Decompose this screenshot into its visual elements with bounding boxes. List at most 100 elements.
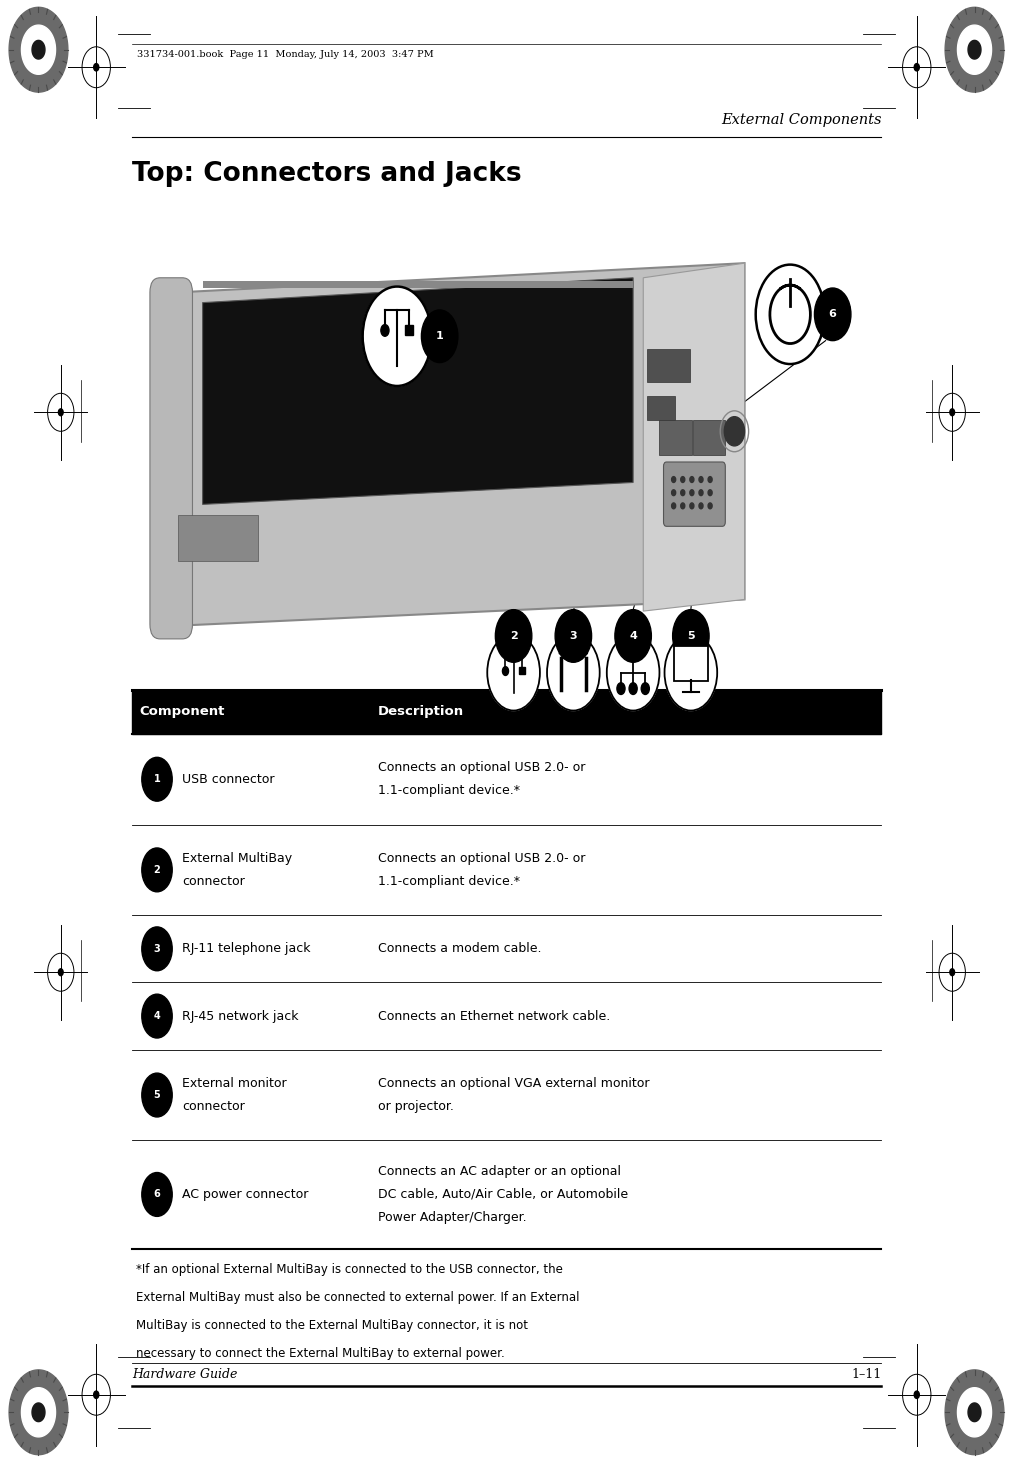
- Circle shape: [142, 1173, 172, 1216]
- FancyBboxPatch shape: [519, 667, 525, 674]
- Text: USB connector: USB connector: [182, 773, 275, 785]
- Text: RJ-11 telephone jack: RJ-11 telephone jack: [182, 943, 311, 955]
- Circle shape: [672, 490, 676, 496]
- Text: 6: 6: [829, 310, 837, 319]
- Circle shape: [142, 994, 172, 1038]
- Circle shape: [681, 490, 685, 496]
- Circle shape: [142, 927, 172, 971]
- Polygon shape: [957, 25, 992, 75]
- Circle shape: [914, 63, 920, 72]
- Circle shape: [708, 490, 712, 496]
- FancyBboxPatch shape: [674, 646, 708, 681]
- Text: External monitor: External monitor: [182, 1077, 287, 1089]
- Circle shape: [607, 635, 659, 711]
- Circle shape: [690, 490, 694, 496]
- FancyBboxPatch shape: [405, 325, 413, 335]
- Text: External MultiBay must also be connected to external power. If an External: External MultiBay must also be connected…: [136, 1291, 579, 1304]
- Circle shape: [547, 635, 600, 711]
- Polygon shape: [9, 7, 68, 92]
- Circle shape: [142, 848, 172, 892]
- Polygon shape: [968, 41, 981, 58]
- FancyBboxPatch shape: [132, 690, 881, 734]
- Text: Connects an optional USB 2.0- or: Connects an optional USB 2.0- or: [378, 852, 586, 864]
- Polygon shape: [945, 7, 1004, 92]
- Text: 4: 4: [629, 632, 637, 640]
- Circle shape: [690, 503, 694, 509]
- Circle shape: [681, 477, 685, 482]
- Text: 1: 1: [436, 332, 444, 341]
- Circle shape: [59, 969, 63, 975]
- Circle shape: [673, 610, 709, 662]
- Text: 331734-001.book  Page 11  Monday, July 14, 2003  3:47 PM: 331734-001.book Page 11 Monday, July 14,…: [137, 50, 434, 58]
- Text: 3: 3: [569, 632, 577, 640]
- Text: necessary to connect the External MultiBay to external power.: necessary to connect the External MultiB…: [136, 1347, 504, 1360]
- Circle shape: [950, 969, 954, 975]
- FancyBboxPatch shape: [178, 515, 258, 561]
- FancyBboxPatch shape: [647, 396, 675, 420]
- Circle shape: [950, 409, 954, 415]
- Circle shape: [421, 310, 458, 363]
- Text: Component: Component: [140, 706, 225, 718]
- FancyBboxPatch shape: [659, 420, 692, 455]
- Text: 2: 2: [154, 866, 160, 874]
- Circle shape: [724, 417, 745, 446]
- Circle shape: [690, 477, 694, 482]
- Circle shape: [617, 683, 625, 694]
- Text: Connects an AC adapter or an optional: Connects an AC adapter or an optional: [378, 1165, 621, 1177]
- Circle shape: [672, 477, 676, 482]
- Circle shape: [93, 63, 99, 72]
- FancyBboxPatch shape: [203, 281, 633, 288]
- Circle shape: [363, 287, 432, 386]
- FancyBboxPatch shape: [664, 462, 725, 526]
- Circle shape: [699, 477, 703, 482]
- Circle shape: [495, 610, 532, 662]
- Text: Power Adapter/Charger.: Power Adapter/Charger.: [378, 1212, 527, 1224]
- Polygon shape: [9, 1370, 68, 1455]
- Text: 5: 5: [154, 1091, 160, 1099]
- Text: or projector.: or projector.: [378, 1101, 454, 1113]
- Text: Connects an optional VGA external monitor: Connects an optional VGA external monito…: [378, 1077, 649, 1089]
- Polygon shape: [643, 263, 745, 611]
- Text: AC power connector: AC power connector: [182, 1189, 309, 1200]
- Circle shape: [487, 635, 540, 711]
- Text: External Components: External Components: [721, 113, 881, 127]
- Text: Connects a modem cable.: Connects a modem cable.: [378, 943, 541, 955]
- Text: 1.1-compliant device.*: 1.1-compliant device.*: [378, 785, 520, 797]
- Polygon shape: [32, 41, 45, 58]
- Text: 3: 3: [154, 944, 160, 953]
- Circle shape: [699, 490, 703, 496]
- Text: Top: Connectors and Jacks: Top: Connectors and Jacks: [132, 161, 522, 187]
- Circle shape: [914, 1390, 920, 1399]
- Circle shape: [615, 610, 651, 662]
- Text: Connects an Ethernet network cable.: Connects an Ethernet network cable.: [378, 1010, 610, 1022]
- Polygon shape: [21, 1387, 56, 1437]
- Circle shape: [93, 1390, 99, 1399]
- Circle shape: [555, 610, 592, 662]
- Circle shape: [681, 503, 685, 509]
- Circle shape: [699, 503, 703, 509]
- Text: 4: 4: [154, 1012, 160, 1020]
- Text: External MultiBay: External MultiBay: [182, 852, 293, 864]
- Circle shape: [629, 683, 637, 694]
- Polygon shape: [968, 1404, 981, 1421]
- Circle shape: [641, 683, 649, 694]
- FancyBboxPatch shape: [150, 278, 192, 639]
- Circle shape: [756, 265, 825, 364]
- Text: 5: 5: [687, 632, 695, 640]
- Text: MultiBay is connected to the External MultiBay connector, it is not: MultiBay is connected to the External Mu…: [136, 1319, 528, 1332]
- Text: DC cable, Auto/Air Cable, or Automobile: DC cable, Auto/Air Cable, or Automobile: [378, 1189, 628, 1200]
- Circle shape: [708, 477, 712, 482]
- Text: 1: 1: [154, 775, 160, 784]
- Circle shape: [672, 503, 676, 509]
- Circle shape: [381, 325, 389, 336]
- Text: Hardware Guide: Hardware Guide: [132, 1368, 237, 1382]
- Polygon shape: [945, 1370, 1004, 1455]
- Polygon shape: [32, 1404, 45, 1421]
- Text: 1.1-compliant device.*: 1.1-compliant device.*: [378, 876, 520, 887]
- Circle shape: [814, 288, 851, 341]
- Circle shape: [665, 635, 717, 711]
- Circle shape: [142, 757, 172, 801]
- Circle shape: [629, 648, 637, 659]
- Polygon shape: [177, 263, 745, 626]
- Text: 1–11: 1–11: [851, 1368, 881, 1382]
